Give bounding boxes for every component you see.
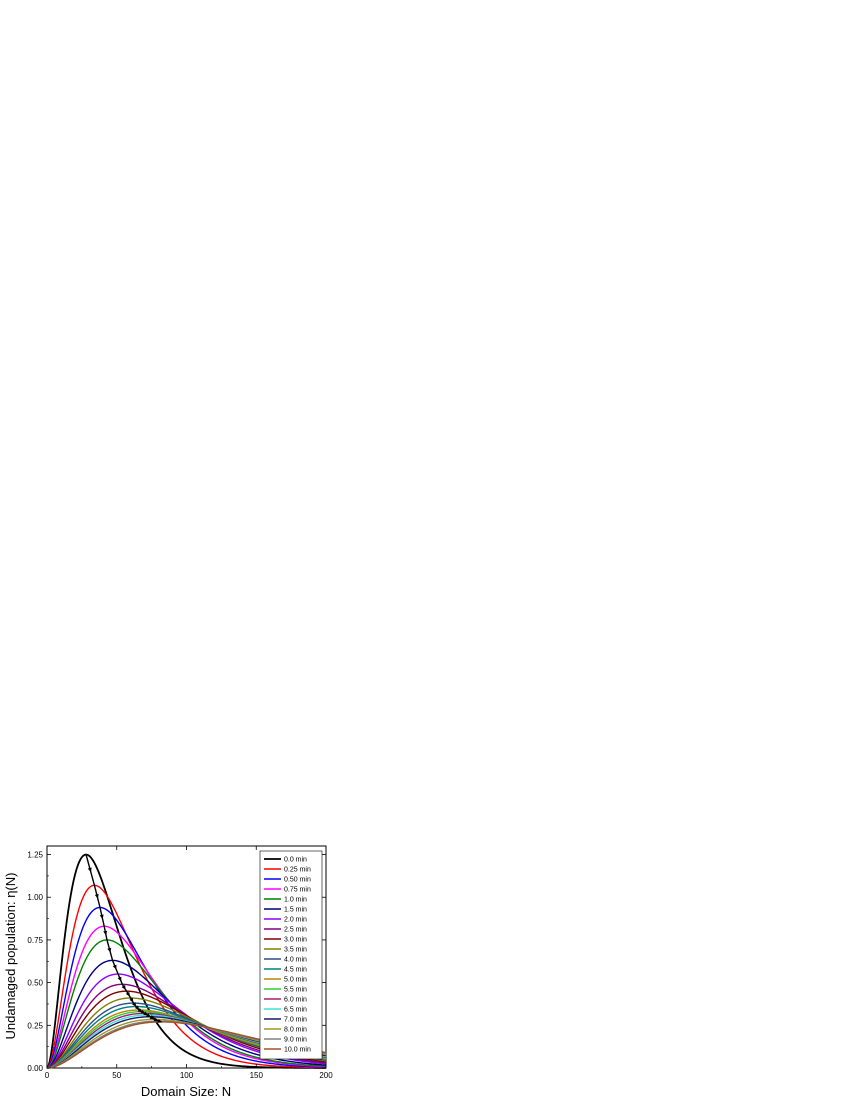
peak-trace-arrow — [112, 964, 117, 970]
x-tick-label: 100 — [180, 1071, 194, 1080]
y-tick-label: 0.00 — [27, 1064, 43, 1073]
legend-label: 2.0 min — [284, 917, 307, 924]
legend-label: 2.5 min — [284, 927, 307, 934]
peak-trace-arrow — [99, 914, 104, 920]
legend-label: 0.0 min — [284, 857, 307, 864]
legend-label: 1.0 min — [284, 897, 307, 904]
series-line-1 — [46, 884, 327, 1069]
peak-trace — [85, 854, 163, 1023]
x-axis: 0 50 100 150 200 — [45, 846, 333, 1080]
peak-trace-arrow — [146, 1013, 151, 1018]
x-tick-label: 50 — [112, 1071, 121, 1080]
peak-trace-arrow — [134, 1005, 140, 1011]
peak-trace-arrow — [137, 1008, 143, 1013]
y-tick-label: 0.50 — [27, 979, 43, 988]
y-tick-label: 0.25 — [27, 1021, 43, 1030]
peak-trace-arrow — [153, 1017, 159, 1022]
legend-label: 1.5 min — [284, 907, 307, 914]
legend-label: 0.25 min — [284, 867, 311, 874]
legend-label: 6.0 min — [284, 997, 307, 1004]
legend-label: 3.5 min — [284, 947, 307, 954]
x-axis-title: Domain Size: N — [141, 1084, 231, 1099]
legend-label: 3.0 min — [284, 937, 307, 944]
peak-trace-arrow — [121, 984, 126, 990]
legend-label: 7.0 min — [284, 1017, 307, 1024]
peak-trace-arrow — [143, 1011, 149, 1016]
peak-trace-arrow — [107, 947, 112, 953]
peak-trace-arrow — [125, 991, 130, 997]
legend-label: 4.0 min — [284, 957, 307, 964]
legend-label: 5.5 min — [284, 987, 307, 994]
legend-label: 0.75 min — [284, 887, 311, 894]
peak-trace-arrow — [117, 976, 122, 982]
x-tick-label: 200 — [319, 1071, 333, 1080]
legend-label: 0.50 min — [284, 877, 311, 884]
y-axis-title: Undamaged population: η(N) — [3, 873, 18, 1040]
series-line-2 — [46, 906, 327, 1069]
legend: 0.0 min 0.25 min 0.50 min 0.75 min 1.0 min 1.… — [259, 850, 323, 1060]
peak-trace-arrow — [157, 1018, 163, 1023]
peak-trace-arrow — [94, 893, 99, 899]
y-axis: 0.00 0.25 0.50 0.75 1.00 1.25 — [27, 851, 326, 1073]
peak-trace-arrow — [140, 1009, 146, 1014]
legend-label: 5.0 min — [284, 977, 307, 984]
peak-trace-arrow — [149, 1015, 155, 1020]
x-tick-label: 0 — [45, 1071, 50, 1080]
series-line-0 — [46, 853, 326, 1069]
y-tick-label: 1.25 — [27, 851, 43, 860]
legend-label: 10.0 min — [284, 1047, 311, 1054]
peak-trace-arrow — [87, 867, 92, 873]
peak-trace-arrow — [103, 930, 108, 936]
legend-label: 4.5 min — [284, 967, 307, 974]
peak-trace-arrow — [132, 1002, 137, 1007]
y-tick-label: 1.00 — [27, 893, 43, 902]
legend-label: 6.5 min — [284, 1007, 307, 1014]
y-tick-label: 0.75 — [27, 936, 43, 945]
legend-label: 9.0 min — [284, 1037, 307, 1044]
legend-box — [259, 850, 323, 1060]
legend-label: 8.0 min — [284, 1027, 307, 1034]
peak-trace-arrow — [129, 997, 134, 1003]
x-tick-label: 150 — [250, 1071, 264, 1080]
